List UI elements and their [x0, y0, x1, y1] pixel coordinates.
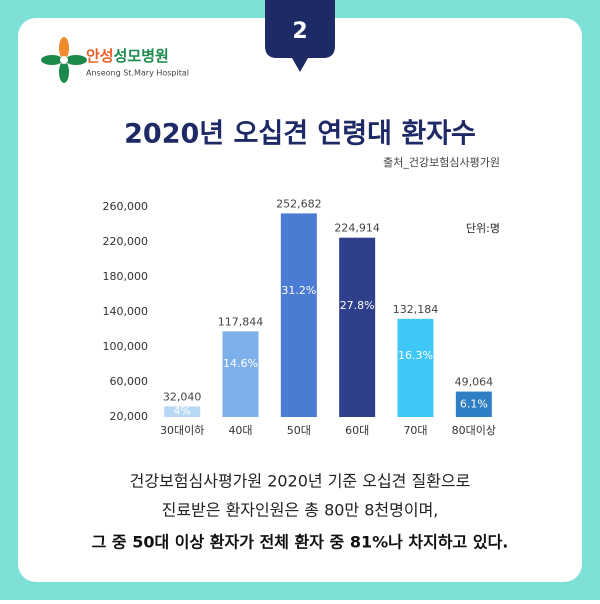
- footer-line: 진료받은 환자인원은 총 80만 8천명이며,: [162, 501, 439, 520]
- share-label: 6.1%: [460, 397, 488, 410]
- x-tick-label: 60대: [345, 424, 369, 437]
- x-tick-label: 70대: [403, 424, 427, 437]
- value-label: 117,844: [218, 315, 264, 328]
- x-tick-label: 50대: [287, 424, 311, 437]
- x-tick-label: 40대: [228, 424, 252, 437]
- value-label: 252,682: [276, 197, 322, 210]
- share-label: 14.6%: [223, 357, 258, 370]
- number-tab: [265, 0, 335, 72]
- y-tick-label: 260,000: [103, 200, 149, 213]
- share-label: 31.2%: [281, 284, 316, 297]
- x-tick-label: 30대이하: [160, 423, 204, 437]
- logo-name-a: 안성: [86, 47, 114, 65]
- share-label: 4%: [173, 405, 190, 418]
- chart-title: 2020년 오십견 연령대 환자수: [124, 119, 476, 150]
- bar: [222, 331, 259, 417]
- page-number: 2: [292, 19, 307, 44]
- unit-label: 단위:명: [466, 222, 500, 235]
- value-label: 224,914: [334, 222, 380, 235]
- y-tick-label: 180,000: [103, 270, 149, 283]
- bar: [455, 391, 492, 417]
- logo-name-b: 성모병원: [114, 47, 169, 65]
- footer-line: 그 중 50대 이상 환자가 전체 환자 중 81%나 차지하고 있다.: [92, 533, 509, 552]
- share-label: 16.3%: [398, 349, 433, 362]
- value-label: 49,064: [455, 376, 494, 389]
- footer-line: 건강보험심사평가원 2020년 기준 오십견 질환으로: [130, 472, 471, 491]
- bar: [164, 406, 201, 417]
- bar: [339, 237, 376, 417]
- source: 출처_건강보험심사평가원: [383, 156, 500, 169]
- y-tick-label: 100,000: [103, 340, 149, 353]
- logo-mark: [41, 37, 87, 83]
- logo-subtitle: Anseong St.Mary Hospital: [86, 69, 189, 78]
- y-tick-label: 140,000: [103, 305, 149, 318]
- value-label: 132,184: [393, 303, 439, 316]
- share-label: 27.8%: [340, 299, 375, 312]
- y-tick-label: 220,000: [103, 235, 149, 248]
- x-tick-label: 80대이상: [452, 424, 496, 437]
- y-tick-label: 20,000: [110, 410, 149, 423]
- bar: [280, 213, 317, 417]
- logo-name: 안성성모병원: [86, 47, 169, 65]
- bar: [397, 318, 434, 417]
- y-tick-label: 60,000: [110, 375, 149, 388]
- value-label: 32,040: [163, 390, 202, 403]
